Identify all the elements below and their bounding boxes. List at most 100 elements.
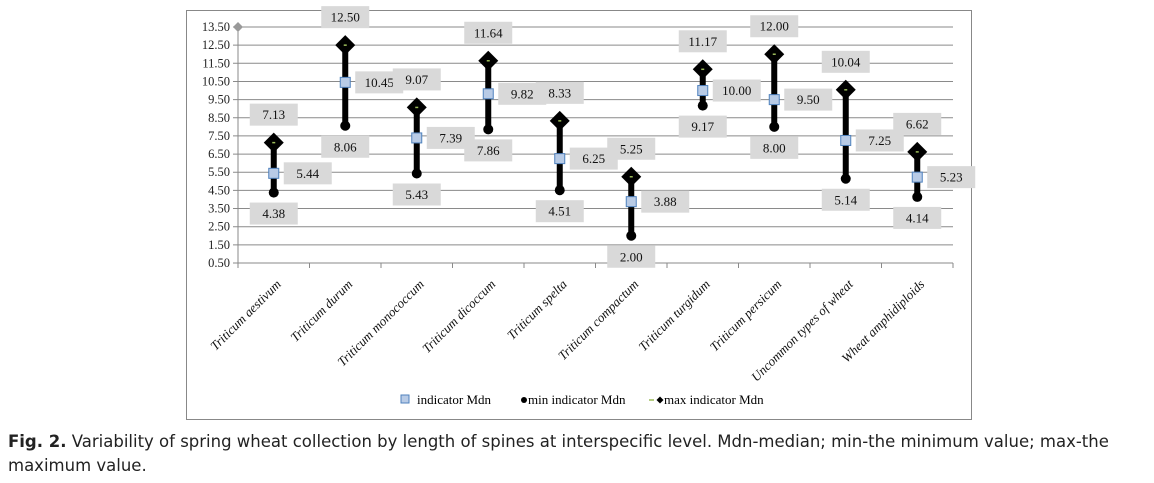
min-label-bg [893, 206, 942, 229]
max-label: 10.04 [831, 54, 861, 69]
median-label: 7.39 [439, 130, 462, 145]
median-point [625, 196, 637, 208]
min-label: 8.06 [334, 139, 357, 154]
x-category-label: Triticum aestivum [207, 277, 284, 354]
y-tick-label: 13.50 [202, 20, 230, 34]
max-label-bg [249, 103, 298, 126]
max-label: 12.00 [760, 19, 789, 34]
median-point [911, 171, 923, 183]
min-label: 4.51 [548, 204, 571, 219]
median-label-bg [426, 126, 475, 149]
min-point [554, 185, 565, 196]
min-label: 5.43 [405, 187, 428, 202]
max-label: 5.25 [620, 141, 643, 156]
min-label-bg [392, 183, 441, 206]
y-tick-label: 10.50 [202, 74, 230, 88]
min-label: 8.00 [763, 140, 786, 155]
median-label-bg [855, 129, 904, 152]
min-point [912, 191, 923, 202]
max-label: 7.13 [262, 107, 285, 122]
min-label-bg [821, 188, 870, 211]
x-category-label: Triticum compactum [555, 277, 641, 363]
y-tick-label: 8.50 [208, 111, 230, 125]
min-label-bg [249, 202, 298, 225]
max-label: 11.64 [474, 25, 503, 40]
axis-marker-diamond [233, 22, 243, 32]
median-label-bg [498, 82, 547, 105]
median-label: 10.45 [365, 75, 394, 90]
max-label: 11.17 [688, 34, 717, 49]
y-tick-label: 6.50 [208, 147, 230, 161]
min-label-bg [678, 115, 727, 138]
median-point [697, 85, 709, 97]
median-label: 9.50 [797, 92, 820, 107]
median-label: 9.82 [511, 86, 534, 101]
max-label: 12.50 [331, 10, 360, 25]
min-point [340, 120, 351, 131]
legend-max-label: max indicator Mdn [664, 392, 764, 407]
median-point [482, 88, 494, 100]
legend-min-label: min indicator Mdn [528, 392, 626, 407]
median-label: 10.00 [722, 83, 751, 98]
max-label-bg [392, 68, 441, 91]
min-label: 9.17 [691, 119, 714, 134]
min-label-bg [535, 200, 584, 223]
max-label-bg [893, 112, 942, 135]
median-label-bg [283, 162, 332, 185]
min-point [483, 124, 494, 135]
median-label-bg [641, 190, 690, 213]
y-tick-label: 5.50 [208, 165, 230, 179]
min-label: 4.38 [262, 206, 285, 221]
y-tick-label: 0.50 [208, 256, 230, 270]
y-tick-label: 4.50 [208, 183, 230, 197]
legend-median-label: indicator Mdn [417, 392, 492, 407]
min-label-bg [464, 139, 513, 162]
range-chart: 13.50 12.50 11.50 10.50 9.50 8.50 7.50 6.50 5.50… [202, 6, 976, 407]
x-category-label: Triticum durum [287, 277, 355, 345]
max-label-bg [678, 30, 727, 53]
chart-frame [186, 10, 972, 420]
min-label: 7.86 [477, 143, 500, 158]
min-point [769, 121, 780, 132]
max-label: 6.62 [906, 116, 929, 131]
max-label-bg [464, 21, 513, 44]
median-label-bg [355, 71, 404, 94]
max-label-bg [750, 15, 799, 38]
max-label-bg [607, 137, 656, 160]
min-label-bg [750, 136, 799, 159]
x-category-label: Triticum persicum [707, 277, 785, 355]
min-label: 4.14 [906, 210, 929, 225]
median-label-bg [784, 88, 833, 111]
x-category-label: Triticum spelta [504, 276, 570, 342]
x-category-label: Triticum dicoccum [419, 277, 498, 356]
y-tick-label: 3.50 [208, 202, 230, 216]
median-label-bg [927, 166, 976, 189]
median-point [554, 153, 566, 165]
median-label-bg [712, 79, 761, 102]
max-label: 8.33 [548, 85, 571, 100]
y-tick-label: 7.50 [208, 129, 230, 143]
legend-max-marker [656, 396, 664, 404]
median-point [768, 94, 780, 106]
median-point [411, 132, 423, 144]
min-point [697, 100, 708, 111]
median-label: 5.44 [296, 166, 319, 181]
max-label-bg [321, 6, 370, 29]
max-label: 9.07 [405, 72, 428, 87]
min-point [268, 187, 279, 198]
caption-label: Fig. 2. [8, 432, 67, 451]
y-tick-label: 1.50 [208, 238, 230, 252]
y-tick-label: 2.50 [208, 220, 230, 234]
min-label: 5.14 [834, 192, 857, 207]
max-label-bg [821, 50, 870, 73]
median-point [339, 76, 351, 88]
min-label-bg [607, 245, 656, 268]
y-tick-label: 11.50 [202, 56, 230, 70]
median-label: 7.25 [868, 133, 891, 148]
min-label: 2.00 [620, 249, 643, 264]
max-label-bg [535, 81, 584, 104]
figure-caption: Fig. 2. Variability of spring wheat coll… [8, 430, 1148, 478]
legend-min-marker [521, 397, 527, 403]
median-point [840, 134, 852, 146]
median-label: 3.88 [654, 194, 677, 209]
